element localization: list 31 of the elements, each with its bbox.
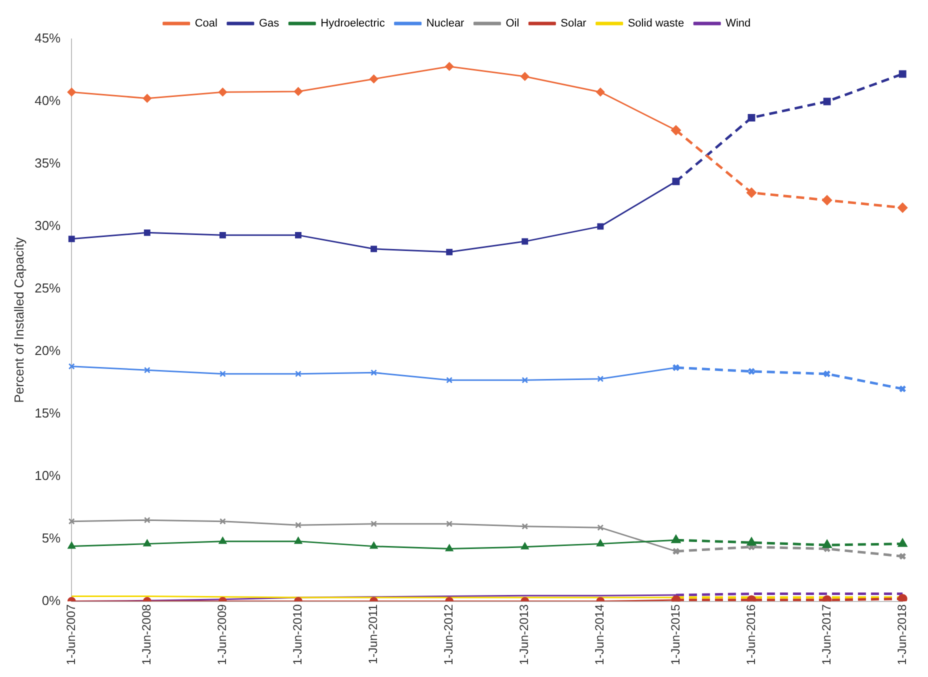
x-tick-label: 1-Jun-2014 (592, 604, 607, 666)
y-tick-label: 35% (34, 156, 62, 171)
legend-label: Hydroelectric (320, 18, 386, 30)
y-tick-label: 25% (34, 280, 62, 296)
legend-label: Wind (726, 18, 751, 30)
x-tick-label: 1-Jun-2010 (290, 604, 305, 666)
x-tick-label: 1-Jun-2017 (819, 604, 834, 666)
legend-label: Gas (258, 18, 280, 30)
x-tick-label: 1-Jun-2015 (668, 604, 682, 666)
y-tick-label: 45% (34, 30, 62, 46)
y-tick-label: 30% (34, 218, 62, 234)
y-tick-label: 5% (42, 530, 62, 546)
x-tick-label: 1-Jun-2012 (442, 604, 456, 666)
legend-label: Nuclear (426, 18, 465, 30)
x-tick-label: 1-Jun-2011 (366, 604, 380, 664)
y-tick-label: 0% (42, 592, 62, 608)
y-tick-label: 10% (34, 468, 62, 483)
legend-label: Coal (194, 18, 218, 30)
x-tick-label: 1-Jun-2009 (215, 604, 230, 666)
y-tick-label: 40% (34, 93, 62, 108)
x-tick-label: 1-Jun-2016 (744, 604, 758, 666)
y-axis-title: Percent of Installed Capacity (11, 236, 26, 403)
legend-label: Oil (506, 18, 520, 30)
y-tick-label: 20% (34, 342, 62, 358)
legend-label: Solar (560, 18, 587, 30)
x-tick-label: 1-Jun-2008 (139, 604, 154, 666)
legend-label: Solid waste (628, 18, 684, 30)
x-tick-label: 1-Jun-2013 (517, 604, 532, 666)
x-tick-label: 1-Jun-2007 (64, 604, 78, 666)
y-tick-label: 15% (34, 405, 62, 420)
x-tick-label: 1-Jun-2018 (894, 604, 909, 666)
